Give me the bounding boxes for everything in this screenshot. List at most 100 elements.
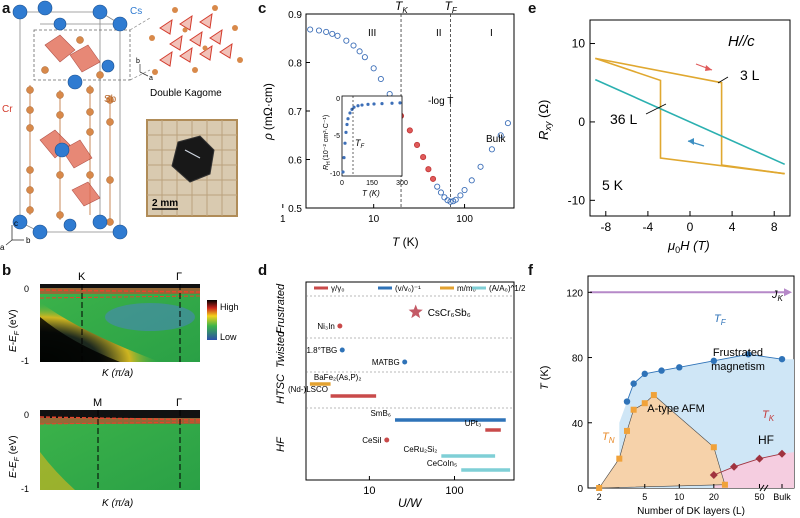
- axes-indicator: [5, 225, 24, 246]
- rho-point: [350, 42, 357, 49]
- tf-point: [778, 355, 786, 363]
- entry-label: (Nd-)LSCO: [288, 385, 328, 394]
- svg-text:-10: -10: [330, 171, 340, 178]
- panel-d-uw: γ/γ₀ (v/v₀)⁻¹ m/m₀ (A/A₀)^1/2 Frustrated Tw…: [275, 281, 526, 510]
- entry-label: Ni₃In: [317, 322, 334, 331]
- region-I: I: [490, 28, 493, 39]
- c-ytick: 0.5: [288, 204, 302, 215]
- rho-point: [307, 26, 314, 33]
- f-xtick: 50: [754, 492, 764, 502]
- f-xtick: 10: [674, 492, 684, 502]
- rho-point: [370, 65, 377, 72]
- legend-entry: (v/v₀)⁻¹: [395, 284, 421, 293]
- rho-point: [406, 127, 413, 134]
- label-JK: JK: [771, 289, 784, 303]
- label-TF-f: TF: [714, 313, 727, 327]
- panel-label-e: e: [528, 0, 537, 17]
- svg-text:T (K): T (K): [362, 189, 380, 198]
- inset-point: [380, 102, 384, 106]
- rho-point: [504, 120, 511, 127]
- f-xtick: Bulk: [773, 492, 791, 502]
- region-II: II: [436, 28, 442, 39]
- scale-bar-label: 2 mm: [152, 198, 178, 209]
- arpes-bottom-xlabel: K (π/a): [102, 498, 133, 509]
- label-sb: Sb: [104, 94, 117, 105]
- inset-point: [346, 117, 350, 121]
- tn-point: [616, 455, 623, 462]
- e-xtick: 4: [729, 220, 736, 234]
- e-xtick: 8: [771, 220, 778, 234]
- panel-b-arpes: K Γ 0 -1 E-EF (eV) K (π/a) High Low M Γ …: [8, 271, 239, 509]
- f-xtick: 2: [597, 492, 602, 502]
- tk-line: [713, 453, 783, 476]
- rho-point: [437, 189, 445, 196]
- panel-label-c: c: [258, 0, 267, 17]
- tk-point: [755, 454, 764, 463]
- f-ytick: 0: [577, 484, 583, 495]
- group-twisted: Twisted: [275, 330, 287, 368]
- svg-text:0: 0: [336, 96, 340, 103]
- e-xtick: 0: [687, 220, 694, 234]
- label-TK-f: TK: [762, 409, 775, 423]
- plot-f-xlabel: Number of DK layers (L): [637, 506, 745, 517]
- plot-f-ylabel: T (K): [539, 366, 551, 390]
- tk-point: [778, 449, 786, 458]
- rho-point: [356, 48, 363, 55]
- panel-c-resistivity: 0.50.60.70.80.91 10 100 ρ(mΩ·cm) T (K) TK …: [261, 0, 515, 249]
- c-ytick: 0.7: [288, 107, 302, 118]
- f-ytick: 40: [572, 419, 584, 430]
- curve-36L: [594, 78, 786, 166]
- svg-text:b: b: [136, 58, 140, 65]
- rho-point: [413, 141, 421, 148]
- panel-label-a: a: [2, 0, 11, 17]
- inset-point: [356, 104, 360, 108]
- c-xtick: 10: [368, 214, 380, 225]
- rho-point: [447, 198, 454, 205]
- inset-hall: TF 0 -5 -10 0 150 300 T (K) RH(10⁻² cm³·…: [323, 95, 408, 198]
- plot-d-xlabel: U/W: [398, 496, 423, 510]
- e-xtick: -8: [600, 220, 611, 234]
- crystal-photo: 2 mm: [146, 119, 238, 217]
- dashed-box: [33, 29, 131, 81]
- rho-point: [497, 132, 504, 139]
- inset-point: [372, 102, 376, 106]
- rho-point: [488, 146, 495, 153]
- inset-point: [345, 122, 349, 127]
- entry-label: MATBG: [372, 358, 400, 367]
- annot-bulk: Bulk: [486, 134, 506, 145]
- svg-text:-5: -5: [334, 133, 340, 140]
- plot-c-xlabel: T (K): [392, 235, 419, 249]
- rho-point: [434, 183, 441, 190]
- rho-point: [477, 163, 484, 170]
- d-xtick: 100: [445, 485, 463, 497]
- svg-text:-1: -1: [21, 356, 29, 366]
- label-cs: Cs: [130, 6, 142, 17]
- label-TF: TF: [444, 0, 457, 15]
- entry-label: 1.8°TBG: [306, 346, 337, 355]
- axis-a-label: a: [0, 243, 5, 252]
- plot-e-xlabel: μ0H (T): [667, 238, 710, 255]
- entry-label: UPt₃: [465, 419, 482, 428]
- d-xtick: 10: [363, 485, 375, 497]
- rho-point: [334, 32, 341, 39]
- svg-text:150: 150: [366, 180, 378, 187]
- region-hf-fill: [713, 452, 794, 488]
- curve-3L-down: [595, 57, 785, 175]
- region-frustrated-1: Frustrated: [713, 347, 763, 359]
- panel-label-d: d: [258, 262, 268, 279]
- tf-point: [710, 357, 718, 364]
- rho-point: [429, 175, 437, 182]
- entry-point: [339, 347, 345, 353]
- group-htsc: HTSC: [275, 374, 287, 404]
- rho-point: [315, 27, 323, 34]
- f-xtick: 20: [709, 492, 719, 502]
- rho-point: [457, 192, 464, 199]
- panel-f-phase: 0 40 80 120 2 5 10 20 50 Bulk A-type AFM Frustrat…: [539, 275, 795, 517]
- tn-point: [650, 392, 657, 399]
- tn-point: [623, 427, 630, 434]
- arpes-bottom-ylabel: E-EF (eV): [8, 435, 21, 478]
- rho-point: [343, 37, 350, 44]
- panel-label-f: f: [528, 262, 533, 279]
- inset-point: [342, 156, 346, 160]
